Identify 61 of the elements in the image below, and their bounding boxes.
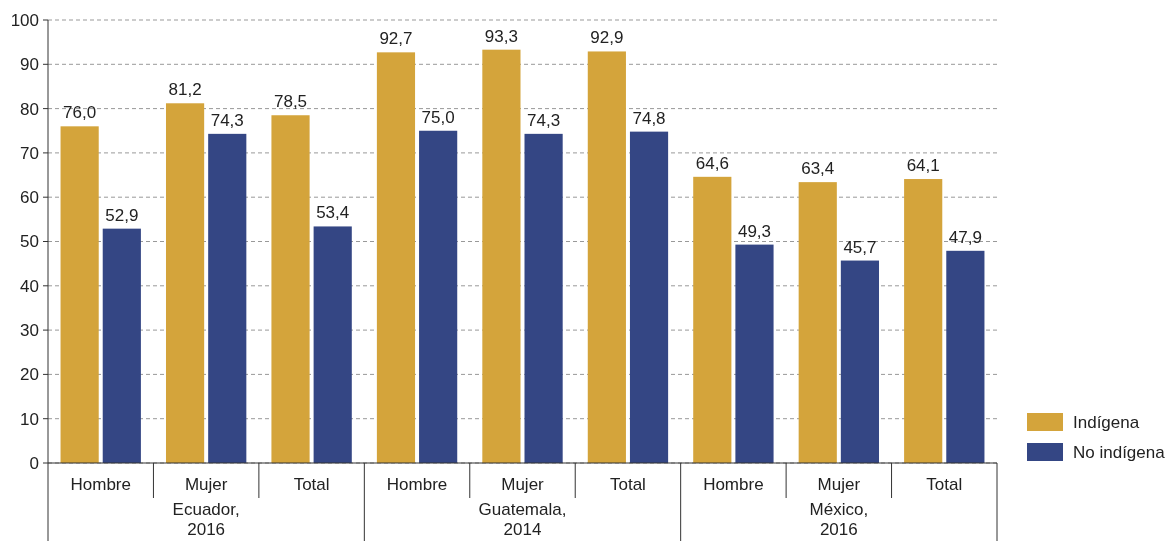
y-tick-label: 60 [20, 188, 39, 208]
bar [524, 133, 563, 463]
text: Ecuador, 2016 [172, 500, 240, 539]
bar [482, 49, 521, 463]
data-label: 63,4 [801, 159, 835, 179]
x-tick-label: Total [926, 475, 963, 494]
data-label: 52,9 [105, 205, 139, 225]
x-tick-label: Mujer [501, 475, 545, 494]
x-tick-label: Total [293, 475, 330, 494]
data-label: 76,0 [63, 103, 97, 123]
data-label: 78,5 [273, 92, 308, 112]
x-tick-label: Hombre [703, 475, 764, 494]
x-tick-label: Total [609, 475, 646, 494]
bar [60, 126, 99, 463]
y-tick-label: 0 [29, 453, 39, 473]
bar [946, 250, 985, 463]
text: México, 2016 [809, 500, 869, 539]
data-label: 64,1 [906, 156, 940, 176]
data-label: 81,2 [168, 80, 202, 100]
y-tick-label: 20 [20, 365, 39, 385]
y-tick-label: 80 [20, 99, 39, 119]
bar [693, 176, 732, 463]
data-label: 92,9 [590, 28, 624, 48]
data-label: 74,3 [527, 110, 561, 130]
bar [735, 244, 774, 463]
legend-label: Indígena [1073, 412, 1140, 432]
bar [629, 131, 669, 463]
data-label: 64,6 [695, 153, 729, 173]
bar [840, 260, 880, 463]
y-tick-label: 50 [20, 232, 39, 252]
x-tick-label: Mujer [817, 475, 861, 494]
bar [798, 182, 837, 463]
bar [102, 228, 141, 463]
bar [271, 115, 310, 463]
y-tick-label: 40 [20, 276, 39, 296]
y-tick-label: 10 [20, 409, 39, 429]
data-label: 93,3 [484, 26, 518, 46]
data-label: 92,7 [379, 29, 413, 49]
bar [904, 179, 943, 463]
bar [419, 130, 458, 463]
y-tick-label: 100 [10, 10, 39, 30]
bar [587, 51, 626, 463]
y-tick-label: 70 [20, 143, 39, 163]
x-tick-label: Hombre [70, 475, 131, 494]
data-label: 74,8 [632, 108, 666, 128]
data-label: 74,3 [210, 110, 244, 130]
bar [313, 226, 352, 463]
data-label: 53,4 [316, 203, 350, 223]
bar [376, 52, 416, 463]
data-label: 49,3 [737, 221, 772, 241]
text: Guatemala, 2014 [478, 500, 567, 539]
legend-label: No indígena [1073, 442, 1166, 462]
data-label: 75,0 [421, 107, 455, 127]
x-tick-label: Hombre [386, 475, 448, 494]
y-tick-label: 30 [20, 321, 39, 341]
data-label: 47,9 [948, 227, 982, 247]
data-label: 45,7 [843, 237, 877, 257]
bar [165, 103, 205, 463]
bar [208, 133, 247, 463]
y-tick-label: 90 [20, 55, 39, 75]
x-tick-label: Mujer [184, 475, 228, 494]
